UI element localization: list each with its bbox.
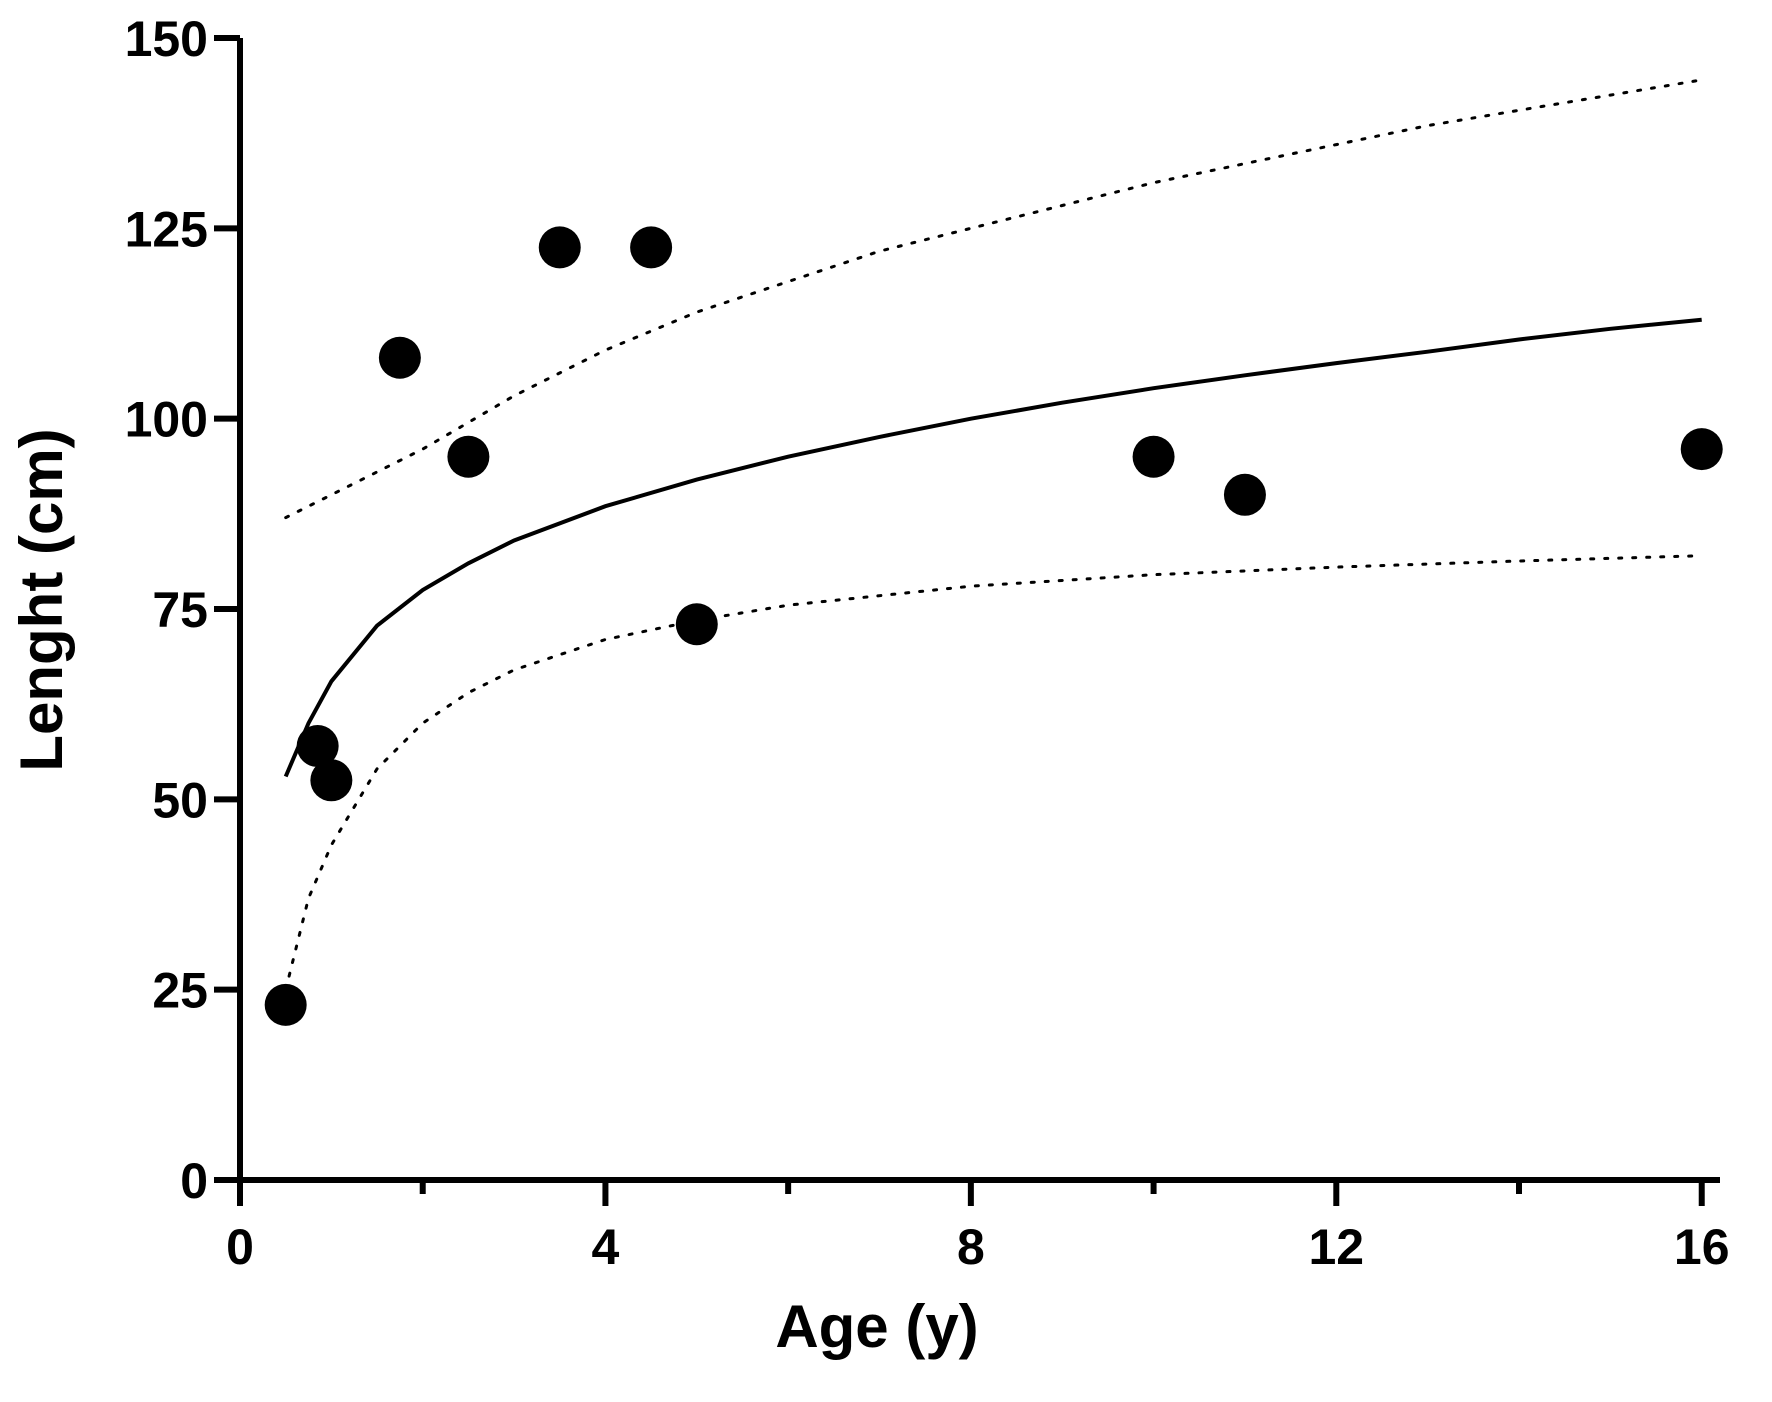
data-point [630, 226, 673, 269]
labels-layer: 0 25 50 75 100 125 150 0 4 8 12 16 [125, 11, 1730, 1275]
curve-upper-band [284, 78, 1704, 520]
curve-fit [283, 317, 1702, 778]
curve-lower-band [284, 554, 1704, 992]
data-point [447, 435, 490, 478]
x-tick-label: 4 [592, 1219, 620, 1275]
data-point [378, 336, 421, 379]
data-point [538, 226, 581, 269]
points-layer [264, 226, 1723, 1026]
y-tick-label: 25 [152, 963, 208, 1019]
y-tick-label: 0 [180, 1153, 208, 1209]
x-tick-label: 16 [1674, 1219, 1730, 1275]
x-tick-label: 0 [226, 1219, 254, 1275]
data-point [296, 725, 339, 768]
y-axis-title: Lenght (cm) [8, 428, 75, 771]
y-tick-label: 75 [152, 582, 208, 638]
y-tick-label: 50 [152, 772, 208, 828]
y-tick-label: 100 [125, 392, 208, 448]
curves-layer [283, 78, 1704, 992]
x-tick-label: 12 [1308, 1219, 1364, 1275]
y-tick-label: 125 [125, 201, 208, 257]
data-point [1132, 435, 1175, 478]
x-axis-title: Age (y) [775, 1293, 978, 1360]
axes-layer [214, 35, 1720, 1206]
data-point [1223, 473, 1266, 516]
x-tick-label: 8 [957, 1219, 985, 1275]
y-tick-label: 150 [125, 11, 208, 67]
data-point [1680, 428, 1723, 471]
data-point [264, 983, 307, 1026]
data-point [310, 759, 353, 802]
data-point [675, 603, 718, 646]
